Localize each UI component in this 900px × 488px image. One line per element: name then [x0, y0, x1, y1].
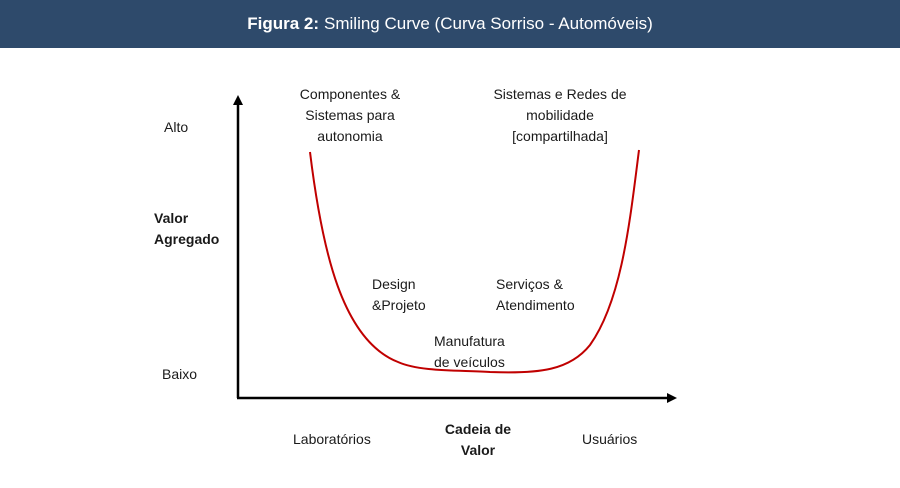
annotation-mobility-line2: mobilidade: [526, 107, 594, 123]
x-axis-left-label: Laboratórios: [293, 431, 371, 447]
figure-number: Figura 2:: [247, 14, 320, 33]
annotation-services-line1: Serviços &: [496, 276, 563, 292]
annotation-mobility-line3: [compartilhada]: [512, 128, 608, 144]
annotation-components-line3: autonomia: [317, 128, 383, 144]
figure-title: Smiling Curve (Curva Sorriso - Automóvei…: [324, 14, 653, 33]
x-axis-right-label: Usuários: [582, 431, 638, 447]
y-axis-high-label: Alto: [164, 119, 189, 135]
annotation-design-line1: Design: [372, 276, 416, 292]
y-axis-low-label: Baixo: [162, 366, 198, 382]
annotation-manufacturing-line1: Manufatura: [434, 333, 505, 349]
x-axis-title-line1: Cadeia de: [444, 421, 512, 437]
annotation-services-line2: Atendimento: [496, 297, 575, 313]
annotation-manufacturing-line2: de veículos: [434, 354, 505, 370]
annotation-design-line2: &Projeto: [372, 297, 426, 313]
y-axis-title-line2: Agregado: [154, 231, 220, 247]
x-axis-title-line2: Valor: [460, 442, 496, 458]
annotation-components-line1: Componentes &: [299, 86, 401, 102]
smiling-curve: [309, 149, 640, 374]
y-axis-title-line1: Valor: [154, 210, 189, 226]
annotation-mobility-line1: Sistemas e Redes de: [493, 86, 627, 102]
figure-title-bar: Figura 2: Smiling Curve (Curva Sorriso -…: [0, 0, 900, 48]
annotation-components-line2: Sistemas para: [305, 107, 395, 123]
